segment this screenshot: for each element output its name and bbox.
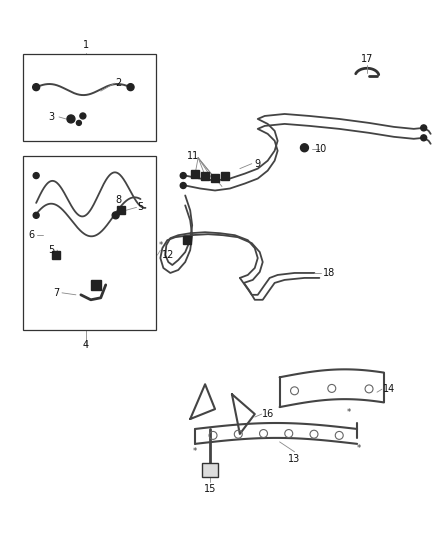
Text: 5: 5: [138, 203, 144, 212]
Text: 15: 15: [204, 483, 216, 494]
Text: 2: 2: [116, 78, 122, 88]
Polygon shape: [201, 172, 209, 180]
Text: 16: 16: [261, 409, 274, 419]
Polygon shape: [117, 206, 124, 214]
Polygon shape: [52, 251, 60, 259]
Circle shape: [33, 212, 39, 219]
Circle shape: [300, 144, 308, 152]
Circle shape: [180, 173, 186, 179]
Circle shape: [33, 173, 39, 179]
Polygon shape: [211, 174, 219, 182]
Text: *: *: [347, 408, 351, 417]
Text: *: *: [357, 445, 361, 454]
Text: 7: 7: [53, 288, 59, 298]
Bar: [23, 54, 156, 141]
Circle shape: [421, 125, 427, 131]
Circle shape: [112, 212, 119, 219]
Polygon shape: [191, 169, 199, 177]
Text: 3: 3: [48, 112, 54, 122]
Text: *: *: [193, 447, 197, 456]
Circle shape: [67, 115, 75, 123]
Text: 6: 6: [28, 230, 34, 240]
Text: 8: 8: [116, 196, 122, 205]
Circle shape: [76, 120, 81, 125]
Text: 4: 4: [83, 340, 89, 350]
Text: 9: 9: [254, 159, 261, 168]
Text: 1: 1: [83, 41, 89, 51]
Polygon shape: [91, 280, 101, 290]
Text: *: *: [158, 240, 162, 249]
Circle shape: [33, 84, 40, 91]
Circle shape: [127, 84, 134, 91]
Circle shape: [80, 113, 86, 119]
Text: 17: 17: [361, 54, 373, 64]
Text: 18: 18: [323, 268, 336, 278]
Bar: [202, 463, 218, 477]
Circle shape: [421, 135, 427, 141]
Text: 11: 11: [187, 151, 199, 161]
Text: 14: 14: [383, 384, 395, 394]
Bar: [23, 156, 156, 329]
Text: 13: 13: [288, 454, 300, 464]
Circle shape: [180, 182, 186, 189]
Polygon shape: [183, 236, 191, 244]
Polygon shape: [221, 172, 229, 180]
Text: 5: 5: [48, 245, 54, 255]
Text: 10: 10: [315, 144, 328, 154]
Text: 12: 12: [162, 250, 174, 260]
